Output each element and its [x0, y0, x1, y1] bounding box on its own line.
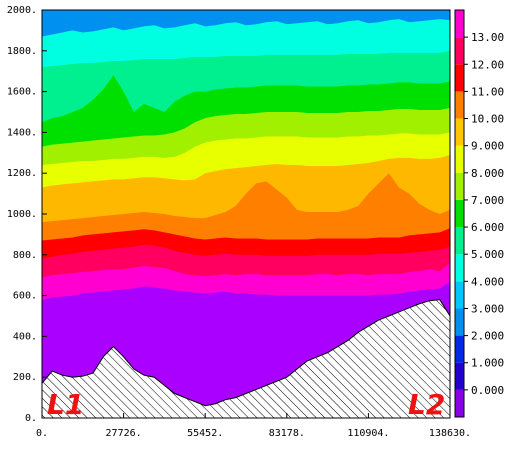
colorbar-tick-label: 4.000 [471, 275, 504, 288]
y-tick-label: 1400. [7, 127, 37, 138]
contour-band [42, 10, 450, 37]
y-tick-label: 1600. [7, 87, 37, 98]
colorbar-segment [455, 10, 464, 38]
colorbar-segment [455, 64, 464, 92]
y-tick-label: 800. [13, 250, 37, 261]
y-tick-label: 600. [13, 291, 37, 302]
x-tick-label: 0. [36, 428, 48, 439]
x-tick-label: 27726. [106, 428, 142, 439]
y-tick-label: 200. [13, 372, 37, 383]
colorbar-tick-label: 11.00 [471, 85, 504, 98]
y-tick-label: 2000. [7, 5, 37, 16]
section-end-label: L2 [408, 388, 445, 421]
colorbar-segment [455, 118, 464, 146]
colorbar-segment [455, 172, 464, 200]
y-tick-label: 1000. [7, 209, 37, 220]
x-tick-label: 83178. [269, 428, 305, 439]
colorbar-segment [455, 335, 464, 363]
colorbar-tick-label: 6.000 [471, 221, 504, 234]
colorbar-tick-label: 5.000 [471, 248, 504, 261]
colorbar-segment [455, 254, 464, 282]
y-axis: 0. 200. 400. 600. 800. 1000. 1200. 1400. 1600. 18… [7, 5, 47, 424]
colorbar-segment [455, 37, 464, 65]
colorbar-tick-label: 13.00 [471, 31, 504, 44]
colorbar-segment [455, 308, 464, 336]
colorbar: 0.000 1.000 2.000 3.000 4.000 5.000 6.000 7.000… [454, 9, 504, 418]
colorbar-segment [455, 362, 464, 390]
colorbar-tick-label: 9.000 [471, 140, 504, 153]
colorbar-segment [455, 281, 464, 309]
colorbar-segment [455, 145, 464, 173]
x-tick-label: 138630. [429, 428, 471, 439]
colorbar-tick-label: 8.000 [471, 167, 504, 180]
y-tick-label: 1200. [7, 168, 37, 179]
x-tick-label: 55452. [187, 428, 223, 439]
colorbar-tick-label: 3.000 [471, 302, 504, 315]
y-tick-label: 0. [25, 413, 37, 424]
colorbar-segment [455, 227, 464, 255]
colorbar-segment [455, 91, 464, 119]
terrain-mask [42, 299, 450, 418]
colorbar-tick-label: 12.00 [471, 58, 504, 71]
plot-area [42, 10, 450, 418]
colorbar-tick-label: 7.000 [471, 194, 504, 207]
y-tick-label: 1800. [7, 46, 37, 57]
colorbar-segment [455, 389, 464, 417]
colorbar-frame [454, 9, 465, 418]
y-tick-label: 400. [13, 331, 37, 342]
colorbar-tick-label: 1.000 [471, 357, 504, 370]
colorbar-tick-label: 10.00 [471, 113, 504, 126]
colorbar-segment [455, 199, 464, 228]
colorbar-tick-label: 2.000 [471, 330, 504, 343]
colorbar-tick-label: 0.000 [471, 384, 504, 397]
contour-bands [42, 10, 450, 418]
x-tick-label: 110904. [347, 428, 389, 439]
x-axis: 0. 27726. 55452. 83178. 110904. 138630. [36, 413, 471, 439]
section-start-label: L1 [47, 388, 84, 421]
